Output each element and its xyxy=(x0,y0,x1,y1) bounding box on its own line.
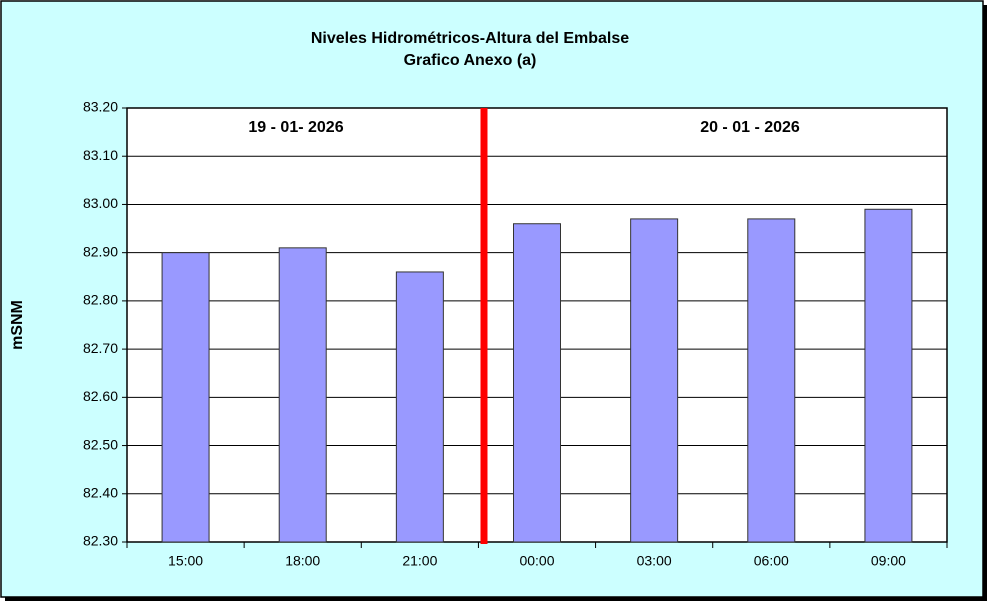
annotation: 20 - 01 - 2026 xyxy=(700,119,800,136)
x-tick-label: 00:00 xyxy=(519,553,554,569)
y-tick-label: 82.40 xyxy=(83,484,118,500)
x-tick-label: 03:00 xyxy=(637,553,672,569)
bar xyxy=(395,271,444,543)
y-tick-label: 82.60 xyxy=(83,388,118,404)
y-tick-label: 82.80 xyxy=(83,292,118,308)
chart-subtitle: Grafico Anexo (a) xyxy=(404,52,537,69)
y-tick-label: 83.10 xyxy=(83,147,118,163)
bar xyxy=(630,218,679,543)
y-tick-label: 82.70 xyxy=(83,340,118,356)
bar xyxy=(161,252,210,543)
y-tick-label: 82.90 xyxy=(83,243,118,259)
y-tick-label: 83.00 xyxy=(83,195,118,211)
y-tick-label: 82.50 xyxy=(83,436,118,452)
x-tick-label: 18:00 xyxy=(285,553,320,569)
x-tick-label: 06:00 xyxy=(754,553,789,569)
bar xyxy=(864,208,913,543)
x-tick-label: 09:00 xyxy=(871,553,906,569)
chart-title: Niveles Hidrométricos-Altura del Embalse xyxy=(311,30,629,47)
y-tick-label: 82.30 xyxy=(83,533,118,549)
y-tick-label: 83.20 xyxy=(83,99,118,115)
bar xyxy=(278,247,327,543)
x-tick-label: 21:00 xyxy=(402,553,437,569)
bar xyxy=(747,218,796,543)
bar xyxy=(513,223,561,543)
x-tick-label: 15:00 xyxy=(168,553,203,569)
annotation: 19 - 01- 2026 xyxy=(248,119,343,136)
y-axis-label: mSNM xyxy=(9,300,26,350)
bars xyxy=(161,208,913,543)
